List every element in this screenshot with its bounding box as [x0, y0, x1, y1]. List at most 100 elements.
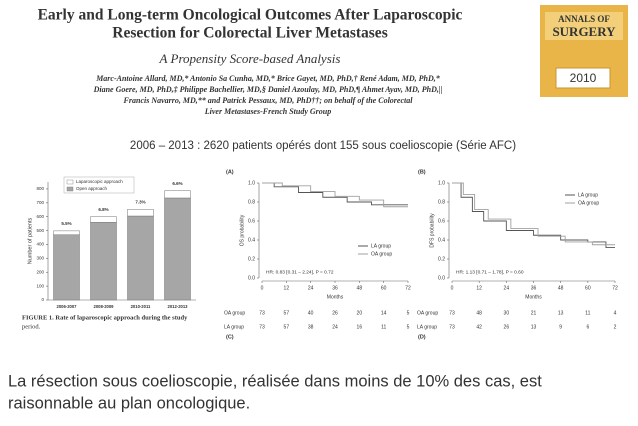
x-tick-label: 24 — [308, 285, 314, 291]
risk-count: 11 — [381, 324, 386, 330]
x-tick-label: 0 — [261, 285, 264, 291]
risk-count: 38 — [308, 324, 314, 330]
risk-count: 16 — [357, 324, 363, 330]
legend-swatch — [66, 179, 74, 185]
x-tick-label: 0 — [451, 285, 454, 291]
y-tick-label: 0.2 — [438, 256, 445, 262]
x-tick-label: 72 — [612, 285, 618, 291]
x-tick-label: 60 — [381, 285, 387, 291]
y-tick-label: 0.2 — [248, 256, 255, 262]
journal-name: SURGERY — [552, 24, 616, 39]
risk-row-name: OA group — [417, 310, 438, 316]
rate-label: 6.6% — [172, 181, 182, 186]
legend-box — [63, 176, 135, 194]
author-line: Marc-Antoine Allard, MD,* Antonio Sa Cun… — [95, 74, 441, 83]
conclusion: La résection sous coelioscopie, réalisée… — [8, 372, 542, 390]
risk-count: 4 — [614, 310, 617, 316]
legend-label: OA group — [371, 251, 392, 257]
bar-segment — [90, 216, 117, 223]
risk-count: 26 — [504, 324, 510, 330]
year-box — [555, 67, 611, 89]
y-tick-label: 1.0 — [438, 180, 445, 186]
y-tick-label: 0.4 — [248, 237, 255, 243]
figure-caption: FIGURE 1. Rate of laparoscopic approach … — [22, 314, 188, 321]
legend-label: LA group — [371, 243, 391, 249]
risk-count: 6 — [586, 324, 589, 330]
x-tick-label: 48 — [357, 285, 363, 291]
y-tick-label: 0.0 — [438, 275, 445, 281]
bar-segment — [127, 215, 154, 301]
risk-count: 13 — [558, 310, 564, 316]
y-tick-label: 700 — [36, 200, 44, 205]
bar-segment — [127, 209, 154, 217]
y-tick-label: 0.0 — [248, 275, 255, 281]
bar-segment — [164, 190, 191, 199]
author-line: Diane Goere, MD, PhD,‡ Philippe Bachelli… — [93, 85, 443, 94]
risk-count: 40 — [308, 310, 314, 316]
rate-label: 5.5% — [61, 221, 71, 226]
bar-segment — [53, 230, 80, 236]
risk-row-name: LA group — [224, 324, 244, 330]
x-tick-label: 12 — [476, 285, 482, 291]
x-tick-label: 36 — [332, 285, 338, 291]
risk-count: 13 — [531, 324, 537, 330]
risk-count: 5 — [407, 324, 410, 330]
risk-count: 73 — [449, 324, 455, 330]
journal-name: ANNALS OF — [558, 14, 610, 24]
legend-label: Open approach — [76, 186, 108, 191]
x-tick-label: 2008-2009 — [93, 304, 114, 309]
risk-count: 26 — [332, 310, 338, 316]
journal-year: 2010 — [570, 71, 597, 85]
x-tick-label: 2010-2011 — [131, 304, 151, 309]
author-line: Liver Metastases-French Study Group — [204, 107, 331, 116]
x-tick-label: 12 — [284, 285, 290, 291]
risk-count: 42 — [476, 324, 482, 330]
y-tick-label: 0 — [41, 297, 44, 302]
hazard-ratio: HR: 0.83 [0.31 – 2.24], P = 0.72 — [266, 269, 334, 275]
y-tick-label: 0.8 — [438, 199, 445, 205]
rate-label: 7.3% — [135, 200, 145, 205]
panel-label: (B) — [418, 169, 426, 175]
caption: 2006 – 2013 : 2620 patients opérés dont … — [130, 140, 516, 152]
y-tick-label: 0.6 — [248, 218, 255, 224]
y-tick-label: 800 — [36, 186, 44, 191]
risk-count: 30 — [504, 310, 510, 316]
x-tick-label: 48 — [558, 285, 564, 291]
risk-count: 73 — [259, 310, 265, 316]
risk-row-name: LA group — [417, 324, 437, 330]
survival-curve — [452, 182, 615, 246]
hazard-ratio: HR: 1.13 [0.71 – 1.78], P = 0.60 — [456, 269, 524, 275]
panel-label: (A) — [226, 169, 234, 175]
x-tick-label: 60 — [585, 285, 591, 291]
y-axis-label: Number of patients — [27, 218, 33, 265]
rate-label: 6.8% — [98, 207, 108, 212]
survival-curve — [262, 182, 408, 208]
x-axis-label: Months — [327, 294, 344, 300]
survival-curve — [262, 182, 408, 206]
y-tick-label: 0.8 — [248, 199, 255, 205]
y-tick-label: 400 — [36, 242, 44, 247]
risk-count: 9 — [559, 324, 562, 330]
risk-count: 24 — [332, 324, 338, 330]
risk-count: 73 — [259, 324, 265, 330]
risk-row-name: OA group — [224, 310, 245, 316]
risk-count: 57 — [284, 324, 290, 330]
y-tick-label: 200 — [36, 269, 44, 274]
y-tick-label: 1.0 — [248, 180, 255, 186]
x-axis-label: Months — [525, 294, 542, 300]
risk-count: 20 — [357, 310, 363, 316]
risk-label: (D) — [418, 334, 426, 340]
risk-count: 21 — [531, 310, 537, 316]
y-tick-label: 100 — [36, 283, 44, 288]
x-tick-label: 36 — [531, 285, 537, 291]
legend-label: OA group — [578, 200, 599, 206]
risk-count: 48 — [476, 310, 482, 316]
risk-count: 57 — [284, 310, 290, 316]
risk-count: 5 — [407, 310, 410, 316]
risk-count: 14 — [381, 310, 387, 316]
x-tick-label: 72 — [405, 285, 411, 291]
risk-count: 11 — [585, 310, 590, 316]
legend-swatch — [66, 186, 74, 192]
